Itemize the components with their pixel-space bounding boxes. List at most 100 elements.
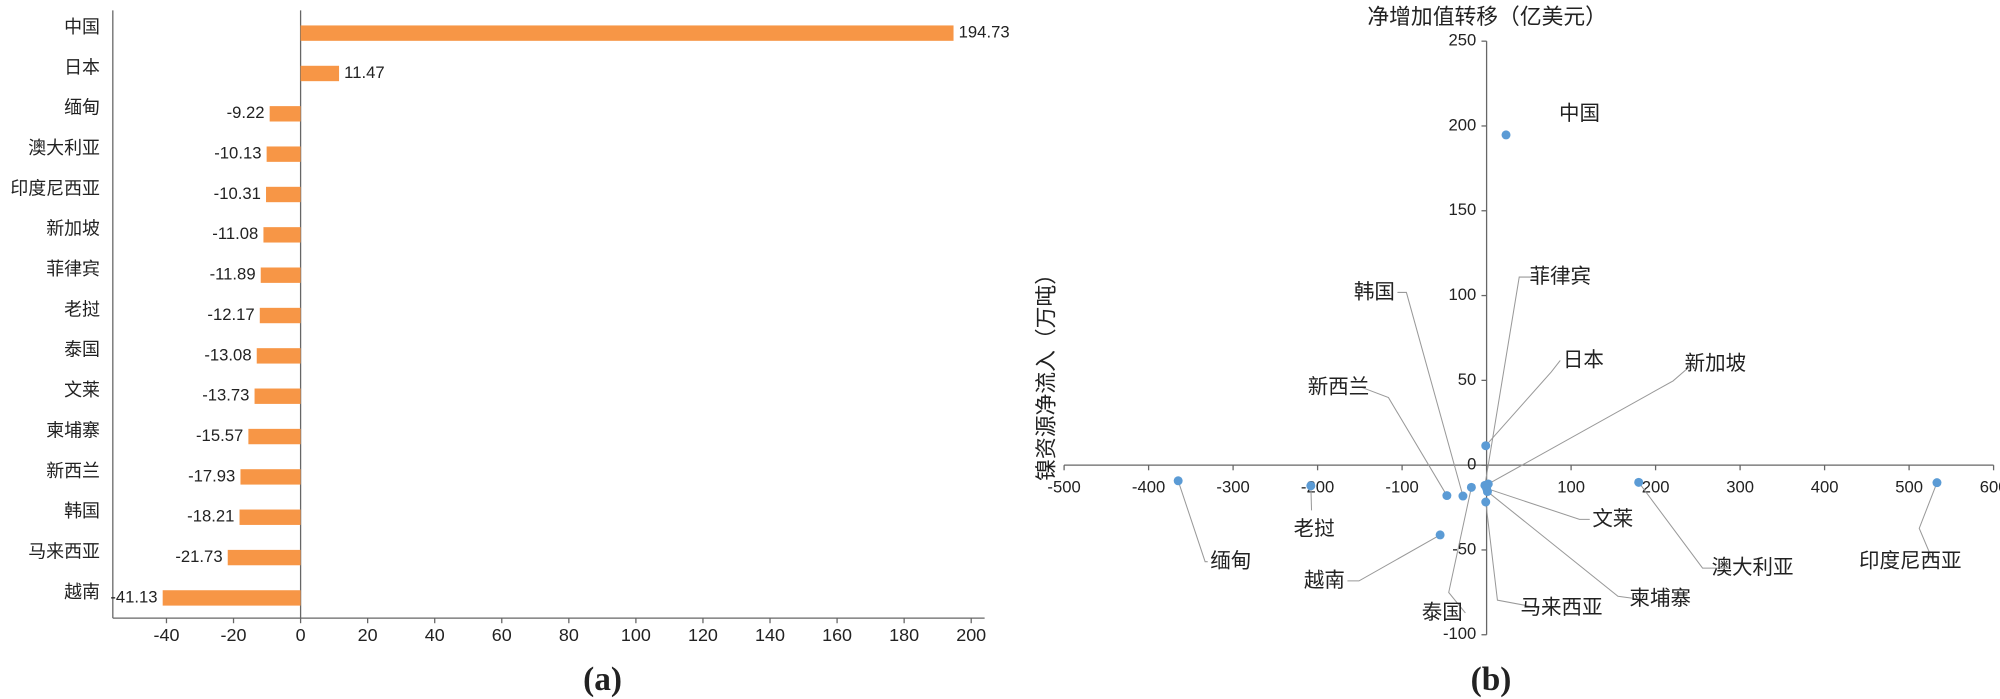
- point-label: 中国: [1559, 101, 1600, 125]
- category-label: 中国: [64, 17, 100, 38]
- point: [1481, 441, 1491, 451]
- point-label: 韩国: [1354, 279, 1395, 303]
- y-tick-label: 250: [1449, 31, 1477, 50]
- data-label: -13.08: [204, 345, 251, 364]
- category-label: 马来西亚: [28, 541, 100, 562]
- bar: [300, 25, 954, 41]
- category-label: 新西兰: [46, 461, 100, 482]
- category-label: 缅甸: [64, 98, 100, 119]
- point: [1932, 478, 1942, 488]
- y-tick-label: -50: [1452, 539, 1476, 558]
- category-label: 日本: [64, 57, 100, 78]
- x-tick-label: 200: [1642, 478, 1670, 497]
- data-label: -13.73: [202, 386, 249, 405]
- bar: [256, 348, 301, 364]
- leader-line: [1177, 480, 1208, 563]
- data-label: -15.57: [196, 426, 243, 445]
- x-tick-label: 180: [889, 625, 919, 645]
- leader-line: [1488, 363, 1693, 485]
- x-tick-label: 80: [559, 625, 579, 645]
- category-label: 泰国: [64, 340, 100, 361]
- bar: [254, 388, 301, 404]
- point: [1173, 476, 1183, 486]
- point-label: 老挝: [1294, 517, 1335, 541]
- y-tick-label: 0: [1467, 455, 1476, 474]
- bar: [248, 428, 301, 445]
- leader-line: [1638, 482, 1730, 569]
- leader-line: [1918, 482, 1938, 562]
- leader-line: [1485, 501, 1539, 609]
- data-label: -11.08: [212, 224, 258, 243]
- data-label: -41.13: [110, 587, 157, 606]
- data-label: -18.21: [187, 507, 234, 526]
- point: [1481, 497, 1491, 507]
- point-label: 柬埔寨: [1630, 586, 1691, 610]
- x-tick-label: -500: [1047, 478, 1080, 497]
- x-axis-title: 镍资源净流入（万吨）: [1034, 263, 1059, 481]
- x-tick-label: 100: [621, 625, 651, 645]
- bar: [162, 590, 301, 606]
- bar: [266, 186, 301, 203]
- y-tick-label: 150: [1449, 200, 1477, 219]
- point-label: 马来西亚: [1521, 595, 1603, 619]
- bar: [240, 469, 301, 485]
- y-tick-label: 100: [1449, 285, 1477, 304]
- y-tick-label: 50: [1458, 370, 1477, 389]
- category-label: 柬埔寨: [46, 420, 100, 441]
- x-tick-label: 0: [296, 625, 306, 645]
- point-label: 文莱: [1592, 506, 1633, 530]
- data-label: -11.89: [210, 265, 256, 284]
- leader-line: [1487, 491, 1638, 600]
- bar: [263, 227, 301, 243]
- point: [1466, 482, 1476, 492]
- data-label: -17.93: [188, 466, 235, 485]
- leader-line: [1347, 534, 1441, 582]
- category-label: 新加坡: [46, 219, 100, 240]
- x-tick-label: 200: [956, 625, 986, 645]
- x-tick-label: 20: [358, 625, 378, 645]
- point-label: 新加坡: [1685, 351, 1747, 375]
- category-label: 老挝: [64, 299, 100, 320]
- leader-line: [1485, 360, 1561, 447]
- data-label: -10.31: [214, 184, 261, 203]
- x-tick-label: -40: [154, 625, 180, 645]
- category-label: 文莱: [64, 380, 100, 401]
- bar: [269, 106, 301, 122]
- x-tick-label: -400: [1132, 478, 1165, 497]
- x-tick-label: -200: [1301, 478, 1334, 497]
- point-label: 日本: [1563, 347, 1604, 371]
- point-label: 澳大利亚: [1712, 555, 1794, 579]
- bar: [266, 146, 301, 162]
- data-label: 194.73: [959, 23, 1010, 42]
- x-tick-label: 120: [688, 625, 718, 645]
- category-label: 菲律宾: [46, 259, 100, 280]
- point: [1306, 481, 1316, 491]
- bar: [227, 549, 301, 566]
- x-tick-label: -100: [1385, 478, 1418, 497]
- category-label: 澳大利亚: [28, 138, 100, 159]
- category-label: 越南: [64, 582, 100, 603]
- leader-line: [1397, 291, 1464, 497]
- point: [1442, 491, 1452, 501]
- leader-line: [1486, 487, 1590, 520]
- x-tick-label: 60: [492, 625, 512, 645]
- panel-label: (a): [583, 661, 622, 698]
- x-tick-label: 100: [1557, 478, 1585, 497]
- data-label: 11.47: [344, 63, 384, 82]
- x-tick-label: 500: [1895, 478, 1923, 497]
- point-label: 缅甸: [1210, 549, 1251, 573]
- x-tick-label: 140: [755, 625, 785, 645]
- category-label: 印度尼西亚: [10, 178, 100, 199]
- leader-line: [1484, 276, 1538, 486]
- point: [1634, 477, 1644, 487]
- y-tick-label: 200: [1449, 115, 1477, 134]
- data-label: -10.13: [214, 144, 261, 163]
- x-tick-label: 40: [425, 625, 445, 645]
- category-label: 韩国: [64, 501, 100, 522]
- leader-line: [1361, 386, 1448, 496]
- bar: [300, 65, 340, 82]
- data-label: -21.73: [175, 547, 222, 566]
- bar: [239, 509, 301, 525]
